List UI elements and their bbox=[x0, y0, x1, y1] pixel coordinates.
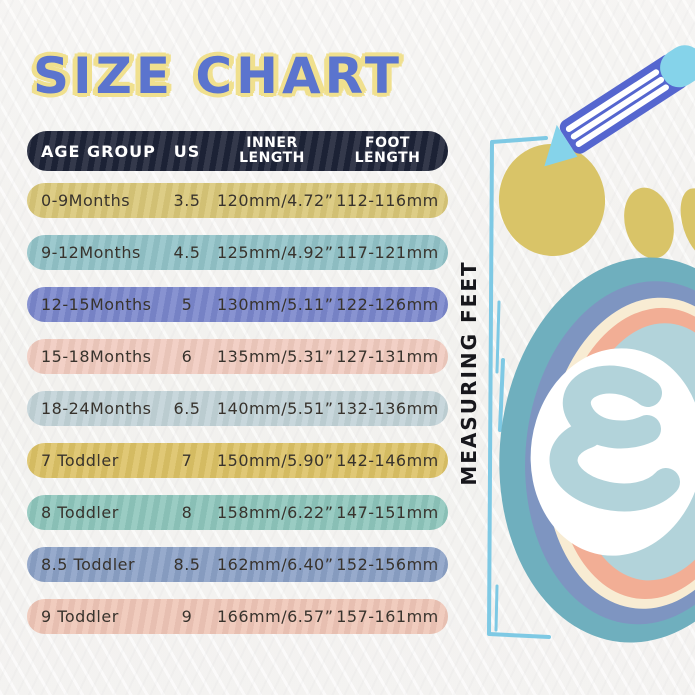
table-row: 8 Toddler 8 158mm/6.22” 147-151mm bbox=[27, 495, 448, 530]
cell-inner-length: 166mm/6.57” bbox=[217, 607, 334, 626]
cell-us-size: 9 bbox=[181, 607, 193, 626]
pencil-stripe bbox=[575, 84, 669, 148]
column-header-us: US bbox=[173, 141, 201, 161]
cell-age-group: 0-9Months bbox=[41, 191, 131, 210]
cell-foot-length: 147-151mm bbox=[336, 503, 439, 522]
cell-age-group: 9 Toddler bbox=[41, 607, 119, 626]
bracket-sketch-stroke bbox=[494, 584, 499, 632]
table-header-row: AGE GROUP US INNER LENGTH FOOT LENGTH bbox=[27, 131, 448, 171]
cell-age-group: 8.5 Toddler bbox=[41, 555, 136, 574]
cell-foot-length: 157-161mm bbox=[336, 607, 439, 626]
table-row: 9-12Months 4.5 125mm/4.92” 117-121mm bbox=[27, 235, 448, 270]
cell-us-size: 4.5 bbox=[173, 243, 201, 262]
column-header-foot-length: FOOT LENGTH bbox=[354, 134, 421, 166]
bracket-sketch-stroke bbox=[498, 358, 505, 432]
table-row: 0-9Months 3.5 120mm/4.72” 112-116mm bbox=[27, 183, 448, 218]
cell-inner-length: 162mm/6.40” bbox=[217, 555, 334, 574]
big-toe-shape bbox=[498, 144, 606, 256]
cell-us-size: 6.5 bbox=[173, 399, 201, 418]
size-table: AGE GROUP US INNER LENGTH FOOT LENGTH 0-… bbox=[27, 131, 448, 651]
cell-foot-length: 122-126mm bbox=[336, 295, 439, 314]
table-row: 12-15Months 5 130mm/5.11” 122-126mm bbox=[27, 287, 448, 322]
cell-us-size: 7 bbox=[181, 451, 193, 470]
column-header-inner-length: INNER LENGTH bbox=[239, 134, 305, 166]
cell-us-size: 6 bbox=[181, 347, 193, 366]
cell-inner-length: 150mm/5.90” bbox=[217, 451, 334, 470]
cell-age-group: 18-24Months bbox=[41, 399, 152, 418]
cell-age-group: 12-15Months bbox=[41, 295, 152, 314]
cell-us-size: 3.5 bbox=[173, 191, 201, 210]
page-title: SIZE CHART bbox=[33, 47, 404, 105]
table-row: 8.5 Toddler 8.5 162mm/6.40” 152-156mm bbox=[27, 547, 448, 582]
bracket-sketch-stroke bbox=[495, 300, 501, 374]
pencil-stripe bbox=[570, 76, 665, 140]
cell-foot-length: 127-131mm bbox=[336, 347, 439, 366]
cell-age-group: 9-12Months bbox=[41, 243, 141, 262]
bracket-line bbox=[487, 136, 551, 639]
pencil-eraser bbox=[660, 45, 695, 88]
cell-inner-length: 130mm/5.11” bbox=[217, 295, 334, 314]
measuring-feet-label: MEASURING FEET bbox=[457, 260, 481, 486]
pencil-icon bbox=[544, 45, 695, 167]
cell-inner-length: 125mm/4.92” bbox=[217, 243, 334, 262]
table-row: 9 Toddler 9 166mm/6.57” 157-161mm bbox=[27, 599, 448, 634]
pencil-stripes bbox=[565, 69, 669, 148]
second-toe-shape bbox=[624, 187, 674, 259]
cell-foot-length: 132-136mm bbox=[336, 399, 439, 418]
cell-us-size: 8.5 bbox=[173, 555, 201, 574]
cell-foot-length: 142-146mm bbox=[336, 451, 439, 470]
table-row: 15-18Months 6 135mm/5.31” 127-131mm bbox=[27, 339, 448, 374]
cell-age-group: 8 Toddler bbox=[41, 503, 119, 522]
cell-foot-length: 112-116mm bbox=[336, 191, 439, 210]
cell-inner-length: 120mm/4.72” bbox=[217, 191, 334, 210]
measuring-bracket-icon bbox=[487, 136, 551, 639]
table-row: 18-24Months 6.5 140mm/5.51” 132-136mm bbox=[27, 391, 448, 426]
cell-inner-length: 140mm/5.51” bbox=[217, 399, 334, 418]
table-row: 7 Toddler 7 150mm/5.90” 142-146mm bbox=[27, 443, 448, 478]
pencil-stripe bbox=[565, 69, 660, 132]
cell-inner-length: 135mm/5.31” bbox=[217, 347, 334, 366]
cell-foot-length: 117-121mm bbox=[336, 243, 439, 262]
column-header-age-group: AGE GROUP bbox=[41, 141, 156, 161]
pencil-tip bbox=[544, 124, 578, 167]
cell-foot-length: 152-156mm bbox=[336, 555, 439, 574]
cell-inner-length: 158mm/6.22” bbox=[217, 503, 334, 522]
cell-us-size: 5 bbox=[181, 295, 193, 314]
third-toe-shape bbox=[680, 188, 695, 260]
cell-age-group: 7 Toddler bbox=[41, 451, 119, 470]
cell-age-group: 15-18Months bbox=[41, 347, 152, 366]
foot-squiggle bbox=[549, 365, 680, 512]
cell-us-size: 8 bbox=[181, 503, 193, 522]
